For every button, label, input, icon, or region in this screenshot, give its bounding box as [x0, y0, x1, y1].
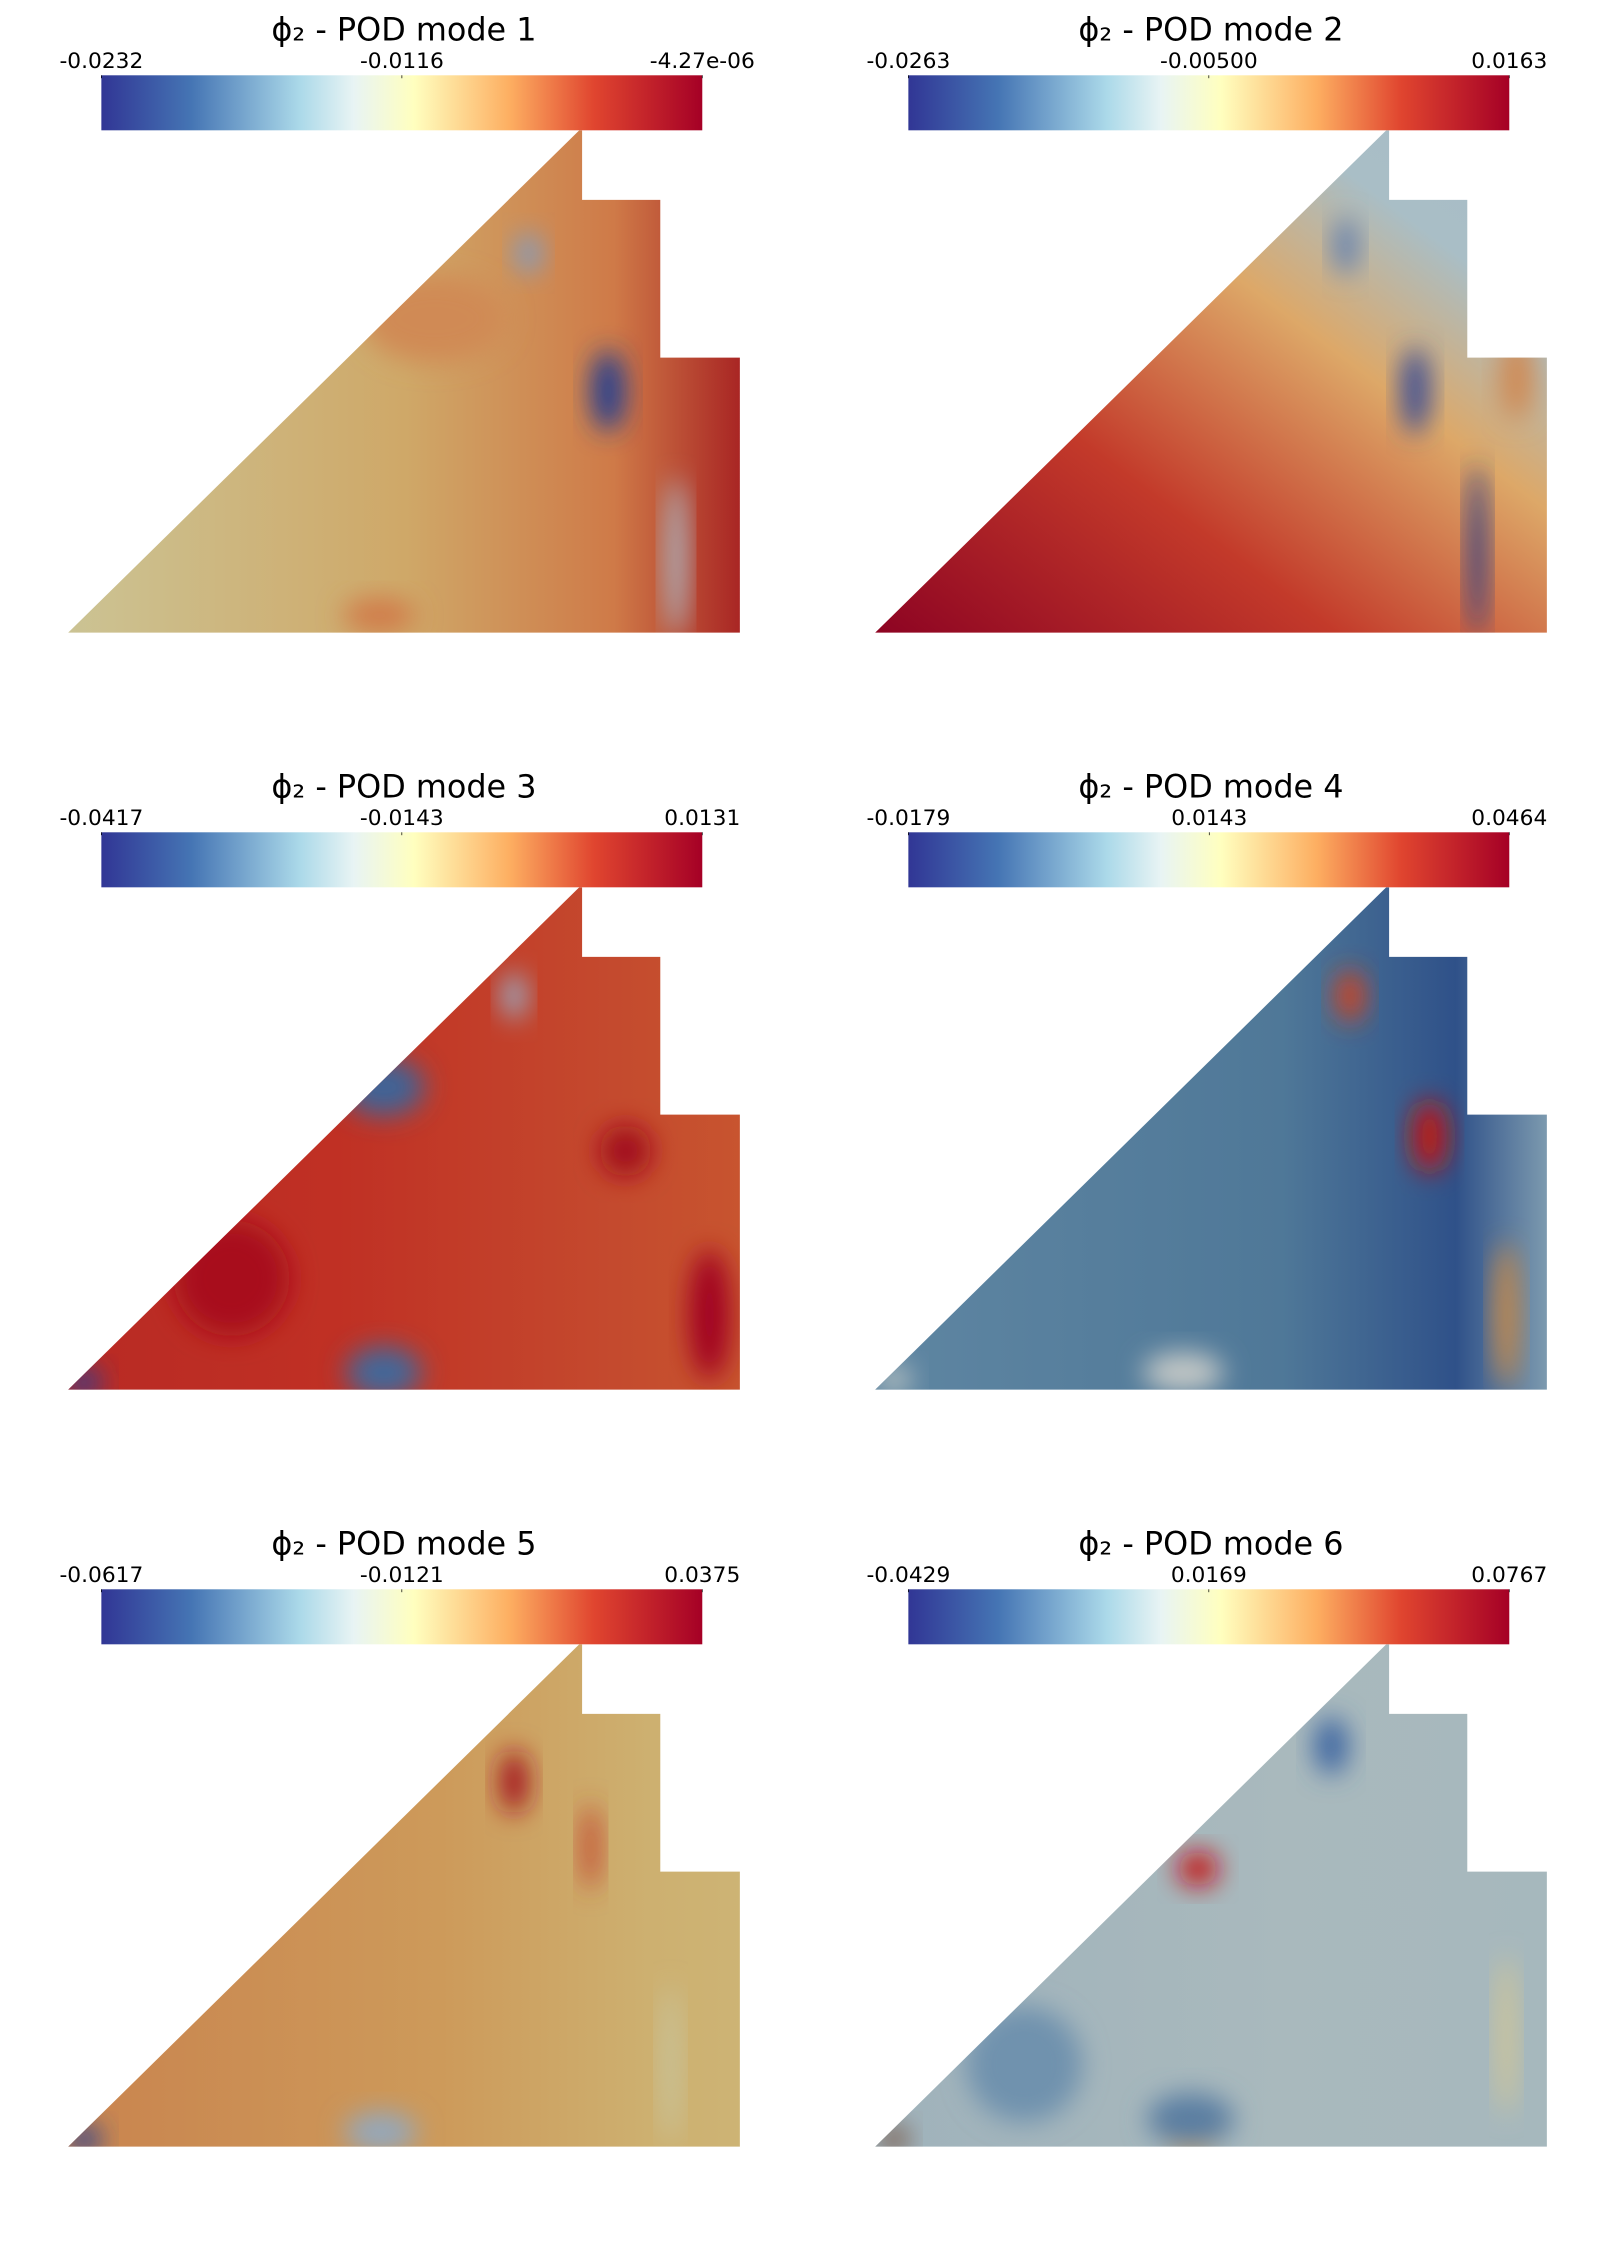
field-feature	[1494, 1242, 1518, 1387]
colorbar-tick-label: -0.0232	[59, 49, 143, 74]
colorbar	[101, 75, 703, 131]
field-feature	[1499, 333, 1534, 420]
colorbar-tick-label: -0.0617	[59, 1563, 143, 1588]
field-feature	[1335, 969, 1365, 1022]
panel-title: ϕ₂ - POD mode 3	[271, 768, 536, 806]
field-feature	[1468, 463, 1487, 633]
panel: ϕ₂ - POD mode 6 -0.0429 0.0169 0.0767	[866, 1525, 1547, 2147]
panel-title: ϕ₂ - POD mode 5	[271, 1525, 536, 1563]
colorbar-tick-label: -0.00500	[1160, 49, 1258, 74]
colorbar-tick-label: 0.0143	[1171, 806, 1247, 831]
field-base	[875, 887, 1547, 1390]
colorbar-tick-label: 0.0767	[1471, 1563, 1547, 1588]
colorbar-tick-label: -4.27e-06	[650, 49, 755, 74]
colorbar	[908, 75, 1510, 131]
field-feature	[590, 350, 626, 432]
field-feature	[1497, 1955, 1516, 2115]
field-feature	[68, 2125, 102, 2147]
field-feature	[599, 1124, 652, 1177]
colorbar	[101, 1589, 703, 1645]
field-feature	[343, 598, 416, 633]
field-feature	[661, 1984, 680, 2144]
field-feature	[1400, 347, 1430, 435]
panel: ϕ₂ - POD mode 1 -0.0232 -0.0116 -4.27e-06	[59, 11, 755, 633]
field-feature	[173, 1220, 290, 1337]
field	[875, 1644, 1547, 2147]
field-feature	[343, 1058, 425, 1117]
field-feature	[499, 1750, 529, 1814]
field	[68, 887, 740, 1390]
panel-title: ϕ₂ - POD mode 6	[1078, 1525, 1343, 1563]
colorbar-tick-label: 0.0375	[664, 1563, 740, 1588]
colorbar-tick-label: -0.0121	[360, 1563, 444, 1588]
field-base	[68, 1644, 740, 2147]
field-feature	[68, 1368, 102, 1390]
panel: ϕ₂ - POD mode 4 -0.0179 0.0143 0.0464	[866, 768, 1547, 1390]
panel: ϕ₂ - POD mode 3 -0.0417 -0.0143 0.0131	[59, 768, 740, 1390]
colorbar-tick-label: -0.0143	[360, 806, 444, 831]
colorbar-tick-label: 0.0131	[664, 806, 740, 831]
colorbar	[908, 832, 1510, 888]
field	[68, 130, 740, 633]
panel: ϕ₂ - POD mode 2 -0.0263 -0.00500 0.0163	[866, 11, 1547, 633]
field-feature	[876, 1365, 912, 1390]
field-feature	[515, 233, 542, 274]
field-feature	[1412, 1100, 1448, 1173]
field-feature	[582, 1803, 600, 1891]
colorbar-tick-label: -0.0429	[866, 1563, 950, 1588]
panel-title: ϕ₂ - POD mode 1	[271, 11, 536, 49]
colorbar-tick-label: -0.0263	[866, 49, 950, 74]
field-feature	[689, 1249, 730, 1380]
field-feature	[966, 2006, 1083, 2123]
field-feature	[1313, 1716, 1349, 1775]
colorbar-tick-label: -0.0179	[866, 806, 950, 831]
field	[875, 887, 1547, 1390]
field-base	[68, 130, 740, 633]
panel: ϕ₂ - POD mode 5 -0.0617 -0.0121 0.0375	[59, 1525, 740, 2147]
colorbar-tick-label: 0.0464	[1471, 806, 1547, 831]
field-base	[875, 130, 1547, 633]
field-feature	[1147, 2093, 1235, 2146]
panel-title: ϕ₂ - POD mode 2	[1078, 11, 1343, 49]
field-feature	[362, 275, 507, 362]
colorbar-tick-label: 0.0163	[1471, 49, 1547, 74]
field-feature	[346, 1346, 422, 1390]
colorbar	[908, 1589, 1510, 1645]
colorbar-tick-label: -0.0417	[59, 806, 143, 831]
colorbar-tick-label: 0.0169	[1171, 1563, 1247, 1588]
field-feature	[1334, 217, 1358, 276]
field-feature	[879, 2125, 909, 2147]
field-feature	[1177, 1851, 1219, 1887]
field-feature	[1142, 1352, 1225, 1390]
field	[875, 130, 1547, 633]
field-feature	[344, 2112, 418, 2147]
colorbar-tick-label: -0.0116	[360, 49, 444, 74]
field-feature	[502, 972, 526, 1020]
panel-title: ϕ₂ - POD mode 4	[1078, 768, 1343, 806]
field	[68, 1644, 740, 2147]
field-feature	[666, 477, 687, 633]
colorbar	[101, 832, 703, 888]
